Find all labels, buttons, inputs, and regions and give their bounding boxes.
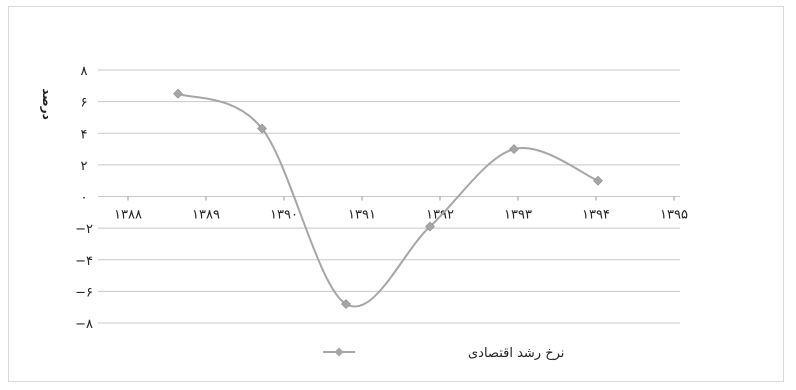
x-tick-label: ۱۳۹۲ [426,208,454,223]
x-tick-label: ۱۳۹۰ [270,208,298,223]
chart-frame [8,6,784,382]
x-tick-label: ۱۳۸۸ [114,208,142,223]
y-tick-label: ۸ [81,64,88,79]
legend-label: نرخ رشد اقتصادی [468,346,564,361]
x-tick-label: ۱۳۹۳ [504,208,532,223]
x-tick-label: ۱۳۹۵ [660,208,688,223]
x-tick-label: ۱۳۹۴ [582,208,610,223]
y-tick-label: −۸ [75,317,93,332]
legend-diamond-marker [334,347,344,357]
y-tick-label: ۶ [81,96,88,111]
data-point-diamond [257,123,267,134]
y-tick-label: −۲ [75,222,93,237]
y-tick-label: −۶ [75,285,93,300]
data-point-diamond [509,144,519,154]
y-axis-ticks: ۸ ۶ ۴ ۲ ۰ −۲ −۴ −۶ −۸ [75,64,93,332]
y-tick-label: ۴ [81,127,88,142]
x-axis-ticks: ۱۳۸۸ ۱۳۸۹ ۱۳۹۰ ۱۳۹۱ ۱۳۹۲ ۱۳۹۳ ۱۳۹۴ ۱۳۹۵ [114,196,688,223]
y-tick-label: ۲ [81,159,88,174]
series-line [177,92,599,308]
y-axis-label: درصد [40,88,54,120]
data-point-diamond [341,299,351,309]
y-tick-label: −۴ [75,254,93,269]
legend: نرخ رشد اقتصادی [323,346,564,361]
x-tick-label: ۱۳۸۹ [192,208,220,223]
x-tick-label: ۱۳۹۱ [348,208,376,223]
data-point-diamond [425,221,435,232]
series-layer [173,88,603,309]
grid-lines [98,69,680,324]
data-point-diamond [593,175,603,186]
y-tick-label: ۰ [81,191,88,206]
data-point-diamond [173,88,183,99]
